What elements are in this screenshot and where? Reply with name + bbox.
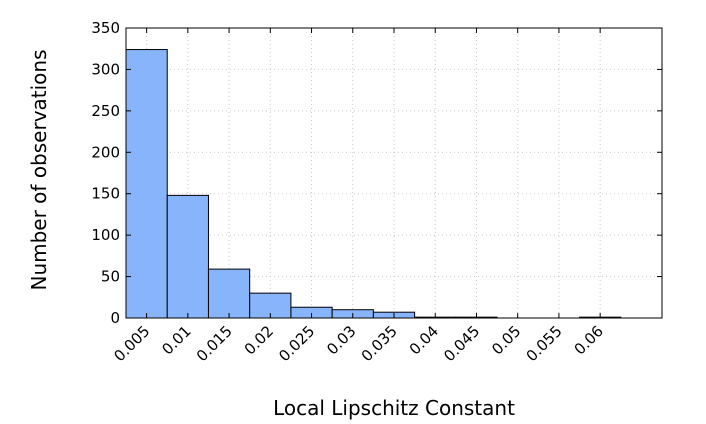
- x-tick-label: 0.04: [406, 322, 442, 358]
- x-tick-label: 0.03: [323, 322, 359, 358]
- x-tick-label: 0.01: [158, 322, 194, 358]
- y-tick-label: 300: [91, 60, 120, 78]
- x-tick-label: 0.02: [241, 322, 277, 358]
- x-tick-label: 0.005: [110, 322, 153, 365]
- x-tick-label: 0.025: [275, 322, 318, 365]
- bars: [125, 49, 622, 319]
- x-tick-labels: 0.005 0.010.015 0.020.025 0.030.035 0.040.04…: [110, 322, 607, 365]
- y-tick-labels: 0 50 100 150 200 250 300 350: [91, 19, 120, 327]
- x-tick-label: 0.055: [523, 322, 566, 365]
- histogram-bar: [207, 268, 251, 319]
- histogram-bar: [166, 194, 209, 319]
- x-tick-label: 0.06: [571, 322, 607, 358]
- y-tick-label: 200: [91, 143, 120, 161]
- x-tick-label: 0.015: [193, 322, 236, 365]
- y-tick-label: 350: [91, 19, 120, 37]
- x-tick-label: 0.05: [488, 322, 524, 358]
- x-tick-label: 0.045: [440, 322, 483, 365]
- x-tick-label: 0.035: [358, 322, 401, 365]
- y-tick-label: 50: [101, 268, 120, 286]
- y-tick-label: 250: [91, 102, 120, 120]
- y-tick-label: 150: [91, 185, 120, 203]
- y-axis-label: Number of observations: [27, 49, 51, 290]
- y-tick-label: 100: [91, 226, 120, 244]
- histogram-bar: [125, 49, 168, 319]
- y-tick-label: 0: [110, 309, 120, 327]
- x-axis-label: Local Lipschitz Constant: [273, 396, 515, 420]
- ticks: [126, 27, 662, 319]
